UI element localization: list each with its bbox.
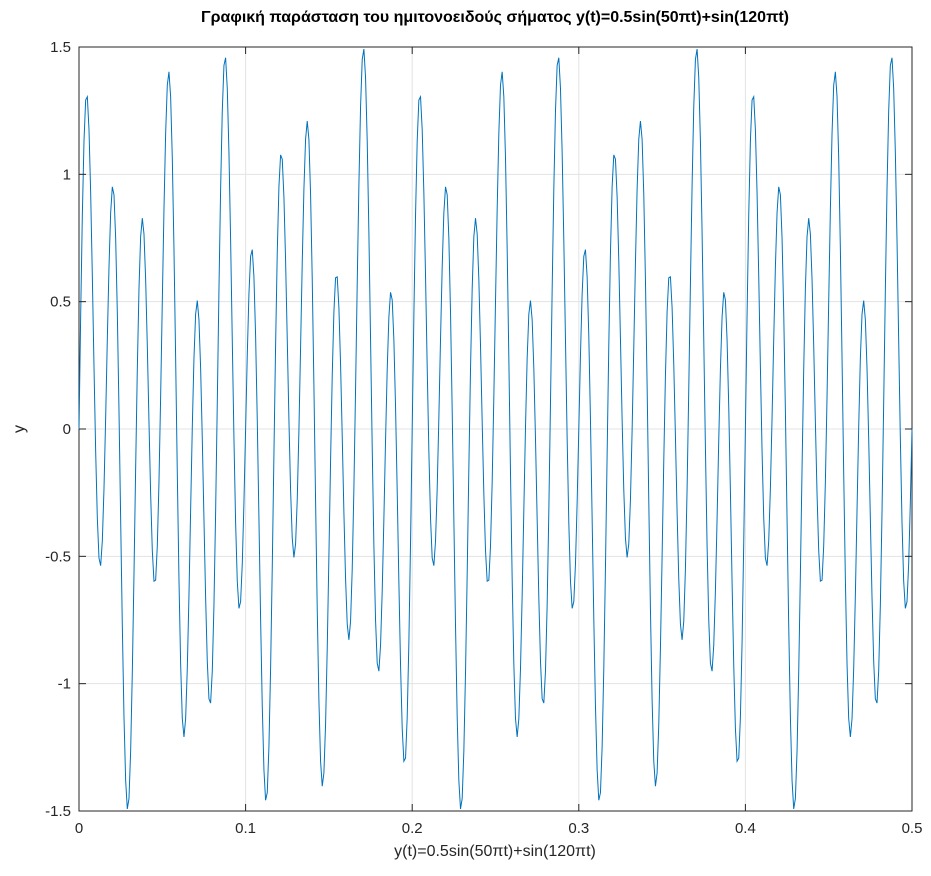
y-tick-label: 0.5 <box>50 294 71 311</box>
y-tick-label: 0 <box>63 421 71 438</box>
x-tick-label: 0.5 <box>902 820 923 837</box>
x-tick-label: 0.1 <box>235 820 256 837</box>
y-tick-label: -0.5 <box>45 548 71 565</box>
y-tick-label: 1.5 <box>50 39 71 56</box>
x-axis-label: y(t)=0.5sin(50πt)+sin(120πt) <box>394 843 596 860</box>
axis-ticks: 0 0.1 0.2 0.3 0.4 0.5 -1.5 -1 -0.5 0 0.5 1 1.5 <box>45 39 922 837</box>
x-tick-label: 0.2 <box>402 820 423 837</box>
x-tick-label: 0.4 <box>735 820 756 837</box>
x-tick-label: 0 <box>75 820 83 837</box>
chart-title: Γραφική παράσταση του ημιτονοειδούς σήμα… <box>201 9 789 26</box>
series-line <box>78 48 913 810</box>
y-tick-label: -1.5 <box>45 803 71 820</box>
grid-lines <box>78 46 913 812</box>
y-tick-label: 1 <box>63 166 71 183</box>
x-tick-label: 0.3 <box>568 820 589 837</box>
y-tick-label: -1 <box>58 676 71 693</box>
y-axis-label: y <box>11 425 28 433</box>
